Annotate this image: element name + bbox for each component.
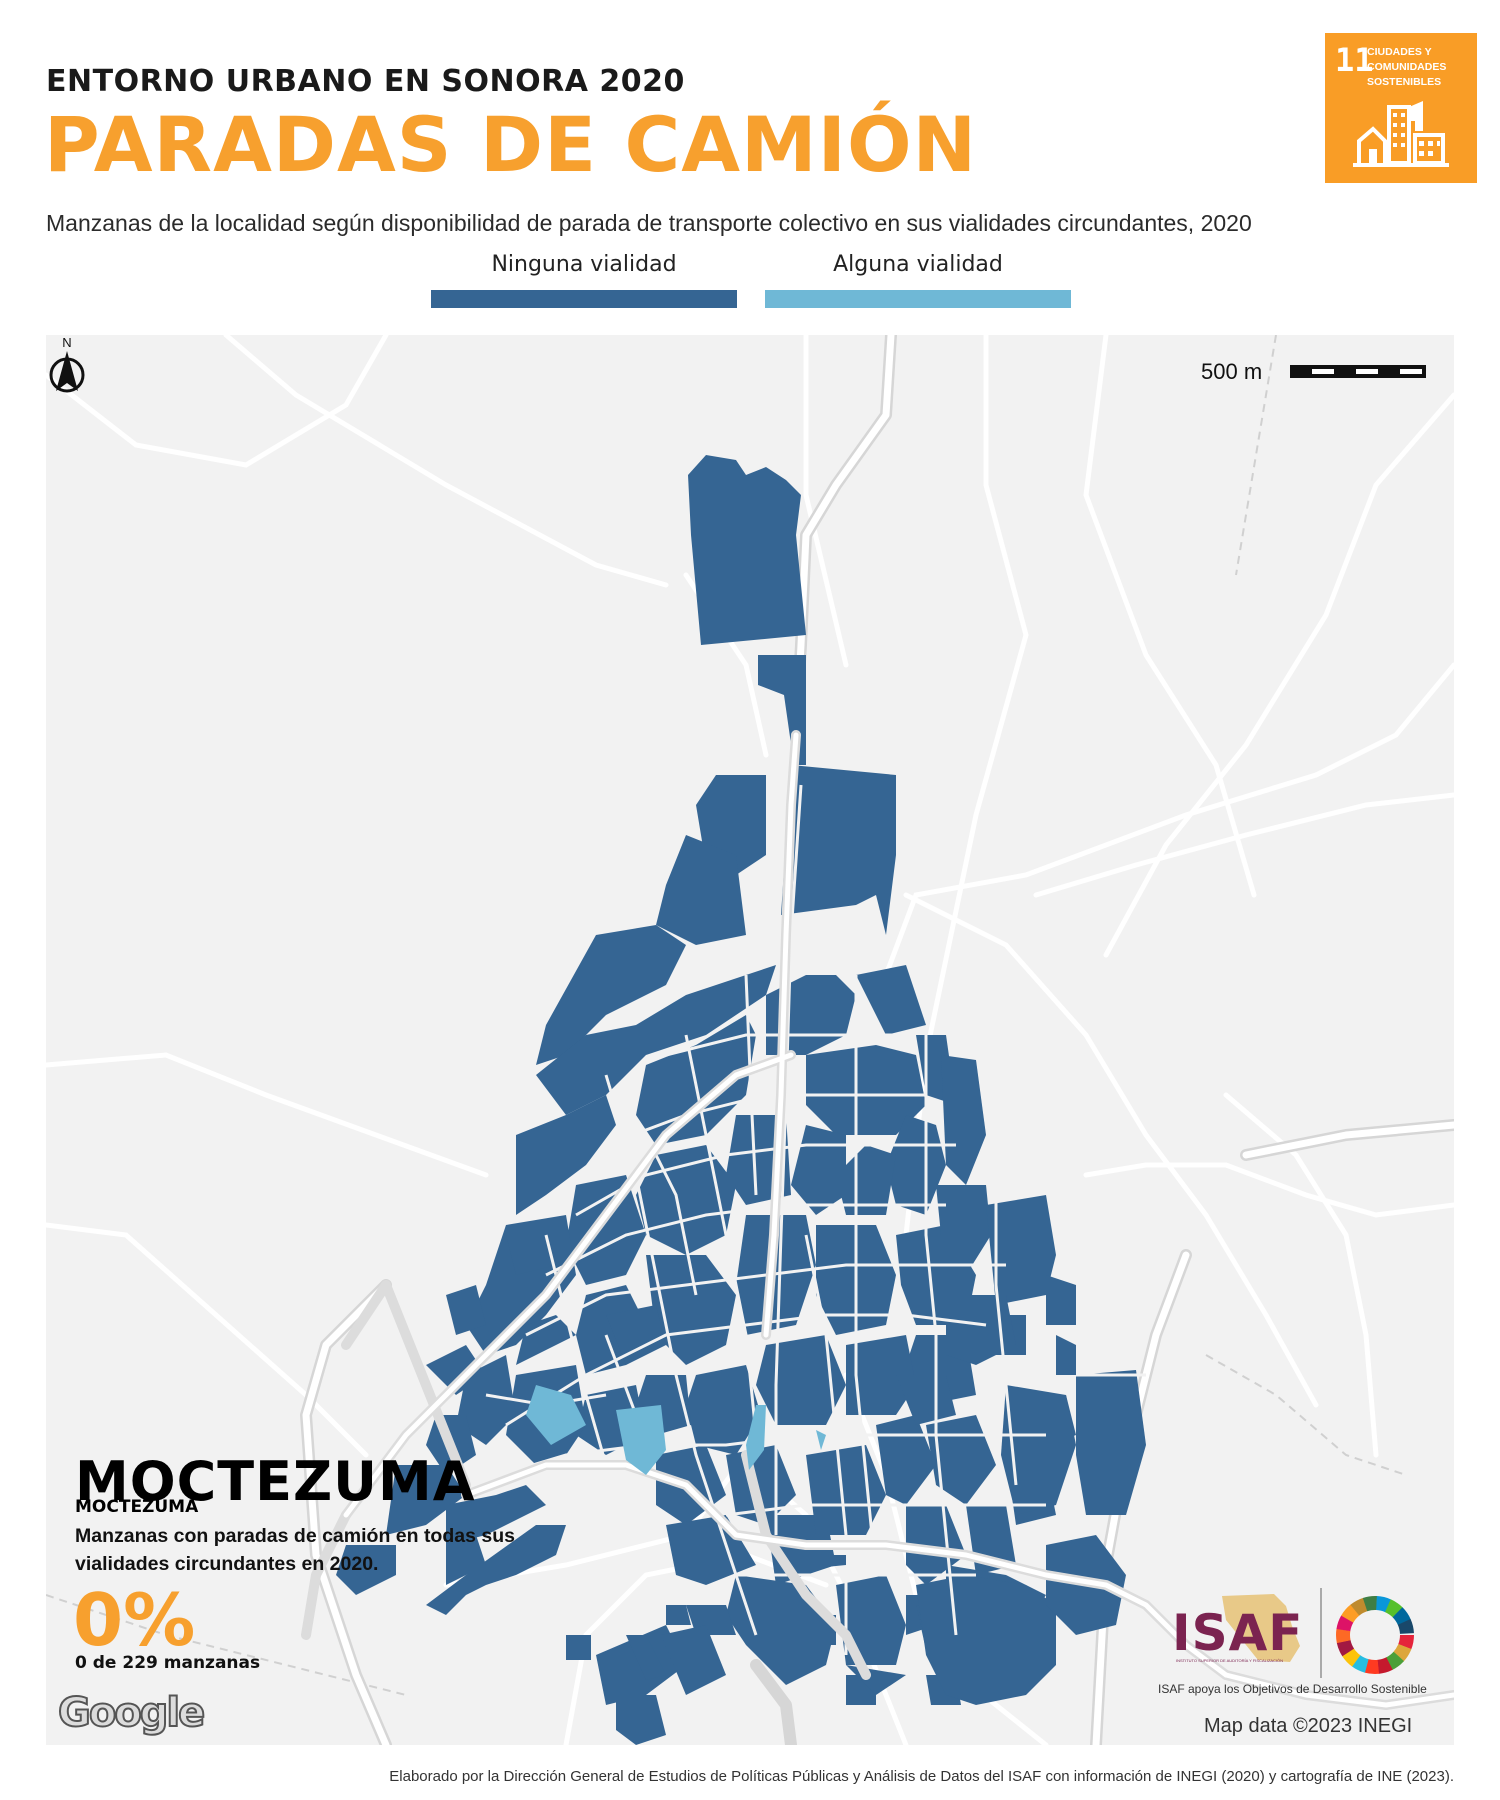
locality-name: MOCTEZUMA [75,1450,476,1513]
isaf-fullname: INSTITUTO SUPERIOR DE AUDITORÍA Y FISCAL… [1176,1658,1284,1663]
legend-swatch-some [765,290,1071,308]
map-subtitle: Manzanas de la localidad según disponibi… [46,210,1252,236]
isaf-logo: ISAF INSTITUTO SUPERIOR DE AUDITORÍA Y F… [1162,1590,1312,1670]
blocks-with-stops[interactable] [526,1385,826,1475]
scale-bar [1290,365,1426,378]
page-title: PARADAS DE CAMIÓN [44,100,978,189]
sonora-map-icon [1222,1594,1300,1662]
indicator-count: 0 de 229 manzanas [75,1653,261,1673]
sdg-11-badge: 11 CIUDADES Y COMUNIDADES SOSTENIBLES [1325,33,1477,183]
scale-label: 500 m [1201,359,1263,384]
google-logo: Google [57,1689,206,1737]
legend-label-none: Ninguna vialidad [491,252,677,277]
city-buildings-icon [1353,101,1449,167]
indicator-description: Manzanas con paradas de camión en todas … [75,1525,515,1575]
sdg-number: 11 [1335,41,1374,79]
sdg-text: CIUDADES Y COMUNIDADES SOSTENIBLES [1367,46,1447,88]
map-svg[interactable] [46,335,1454,1745]
blocks-no-stops[interactable] [336,455,1076,1705]
isaf-wordmark: ISAF [1172,1604,1304,1662]
footer-credits: Elaborado por la Dirección General de Es… [389,1768,1454,1785]
isaf-tagline: ISAF apoya los Objetivos de Desarrollo S… [1158,1682,1427,1696]
logo-divider [1320,1588,1322,1678]
sdg-wheel-icon [1336,1596,1414,1674]
map-attribution: Map data ©2023 INEGI [1204,1715,1413,1737]
indicator-percent: 0% [73,1578,196,1662]
legend-label-some: Alguna vialidad [833,252,1003,277]
map-canvas[interactable]: 500 m N [46,335,1454,1745]
municipality-name: MOCTEZUMA [75,1497,199,1517]
north-arrow-icon: N [49,335,85,393]
legend-swatch-none [431,290,737,308]
header-kicker: ENTORNO URBANO EN SONORA 2020 [46,64,685,99]
north-label: N [62,335,71,350]
